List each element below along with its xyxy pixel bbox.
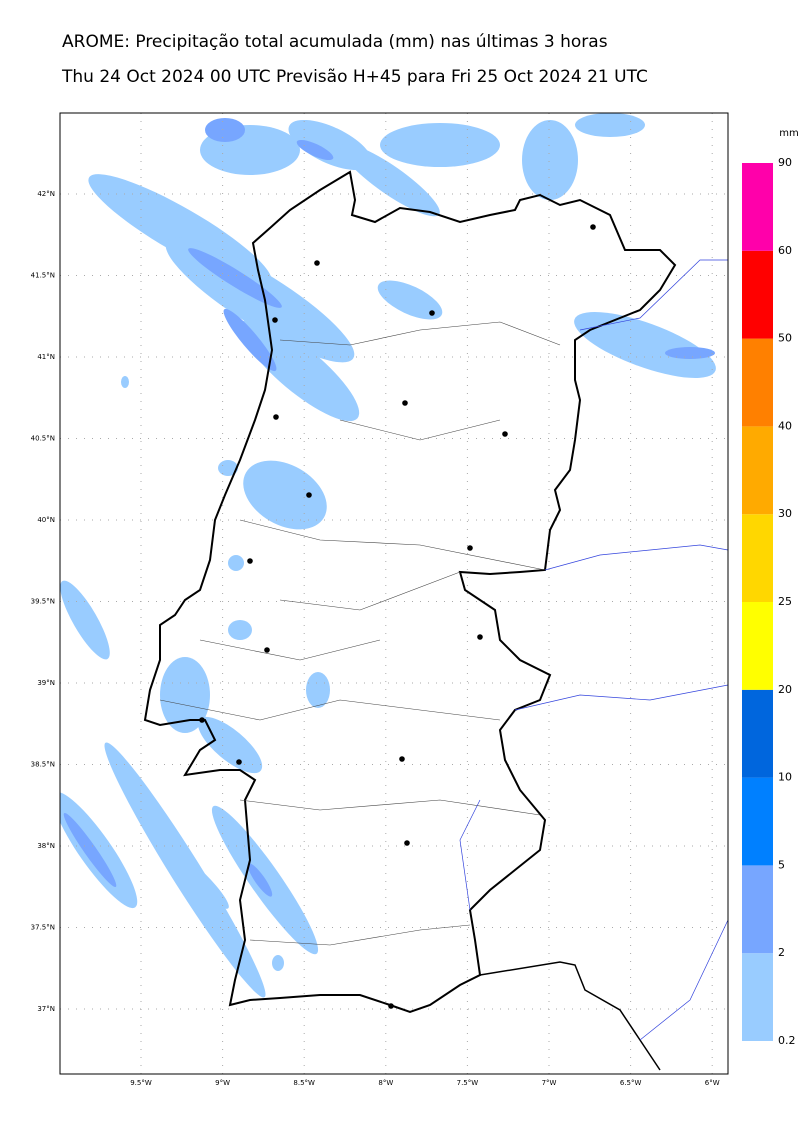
lon-label: 9.5°W bbox=[130, 1079, 152, 1087]
colorbar-label: 2 bbox=[778, 946, 785, 959]
title: AROME: Precipitação total acumulada (mm)… bbox=[62, 32, 608, 52]
lat-label: 37.5°N bbox=[31, 924, 55, 932]
colorbar-label: 5 bbox=[778, 858, 785, 871]
lon-label: 9°W bbox=[215, 1079, 230, 1087]
lat-label: 37°N bbox=[37, 1005, 55, 1013]
lon-label: 8°W bbox=[378, 1079, 393, 1087]
colorbar-segment bbox=[742, 426, 773, 515]
coastline bbox=[143, 170, 677, 1014]
colorbar-label: 10 bbox=[778, 771, 792, 784]
lat-label: 42°N bbox=[37, 190, 55, 198]
lat-label: 38°N bbox=[37, 842, 55, 850]
lat-label: 40.5°N bbox=[31, 435, 55, 443]
lat-label: 39.5°N bbox=[31, 598, 55, 606]
lon-label: 6°W bbox=[705, 1079, 720, 1087]
graticule bbox=[60, 113, 728, 1074]
colorbar-segment bbox=[742, 163, 773, 251]
lon-label: 7.5°W bbox=[457, 1079, 479, 1087]
precipitation bbox=[60, 113, 716, 998]
lon-label: 6.5°W bbox=[620, 1079, 642, 1087]
colorbar-segment bbox=[742, 865, 773, 954]
colorbar-label: 30 bbox=[778, 507, 792, 520]
colorbar-unit: mm bbox=[779, 128, 798, 139]
colorbar-segment bbox=[742, 953, 773, 1041]
subtitle: Thu 24 Oct 2024 00 UTC Previsão H+45 par… bbox=[61, 67, 648, 87]
colorbar-label: 40 bbox=[778, 419, 792, 432]
lon-label: 7°W bbox=[542, 1079, 557, 1087]
colorbar-label: 0.2 bbox=[778, 1034, 796, 1047]
colorbar-label: 20 bbox=[778, 683, 792, 696]
colorbar-label: 90 bbox=[778, 156, 792, 169]
lat-label: 40°N bbox=[37, 516, 55, 524]
colorbar-segment bbox=[742, 777, 773, 866]
spain-coast bbox=[479, 961, 661, 1071]
colorbar-label: 60 bbox=[778, 244, 792, 257]
map-frame bbox=[59, 112, 729, 1075]
colorbar-label: 25 bbox=[778, 595, 792, 608]
lat-label: 41°N bbox=[37, 353, 55, 361]
rivers bbox=[459, 259, 729, 1041]
colorbar-segment bbox=[742, 514, 773, 602]
lon-label: 8.5°W bbox=[293, 1079, 315, 1087]
colorbar-segment bbox=[742, 689, 773, 778]
districts bbox=[159, 321, 561, 946]
cities bbox=[199, 224, 596, 1009]
colorbar-segment bbox=[742, 602, 773, 690]
colorbar-segment bbox=[742, 338, 773, 427]
lat-label: 39°N bbox=[37, 679, 55, 687]
colorbar-segment bbox=[742, 250, 773, 339]
lat-label: 38.5°N bbox=[31, 761, 55, 769]
colorbar-label: 50 bbox=[778, 332, 792, 345]
lat-label: 41.5°N bbox=[31, 272, 55, 280]
